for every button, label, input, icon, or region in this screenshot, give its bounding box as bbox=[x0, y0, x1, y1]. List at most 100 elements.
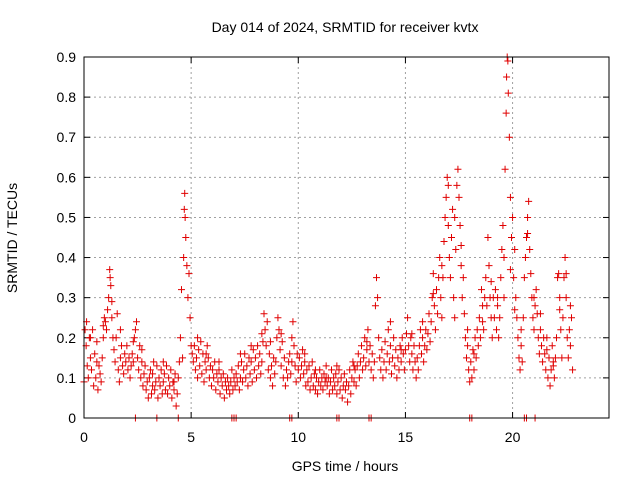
data-point bbox=[516, 366, 524, 374]
data-point bbox=[556, 294, 564, 302]
data-point bbox=[513, 314, 521, 322]
data-point bbox=[196, 362, 204, 370]
data-point bbox=[145, 374, 153, 382]
data-point bbox=[289, 318, 297, 326]
data-point bbox=[554, 274, 562, 282]
data-point bbox=[568, 314, 575, 322]
y-tick-label: 0.2 bbox=[57, 330, 77, 346]
data-point bbox=[170, 378, 178, 386]
data-point bbox=[464, 326, 472, 334]
data-point bbox=[461, 334, 469, 342]
data-point bbox=[558, 354, 566, 362]
data-point bbox=[459, 274, 467, 282]
data-point bbox=[197, 338, 205, 346]
data-point bbox=[175, 358, 183, 366]
data-point bbox=[271, 370, 279, 378]
data-point bbox=[421, 342, 429, 350]
data-point bbox=[360, 354, 368, 362]
data-point bbox=[269, 382, 277, 390]
data-point bbox=[133, 318, 140, 326]
data-point bbox=[180, 254, 188, 262]
data-point bbox=[386, 318, 394, 326]
data-point bbox=[160, 370, 168, 378]
data-point bbox=[548, 342, 556, 350]
y-tick-label: 0.9 bbox=[57, 49, 77, 65]
data-point bbox=[426, 338, 434, 346]
data-point bbox=[319, 386, 327, 394]
data-point bbox=[464, 342, 472, 350]
data-point bbox=[373, 274, 380, 282]
data-point bbox=[181, 189, 189, 197]
data-point bbox=[397, 346, 405, 354]
data-point bbox=[173, 390, 181, 398]
data-point bbox=[391, 362, 399, 370]
data-point bbox=[136, 342, 144, 350]
data-point bbox=[470, 350, 478, 358]
data-point bbox=[482, 274, 490, 282]
data-point bbox=[468, 374, 476, 382]
x-tick-label: 5 bbox=[187, 429, 195, 445]
data-point bbox=[531, 302, 539, 310]
data-point bbox=[333, 362, 341, 370]
data-point bbox=[520, 274, 528, 282]
data-point bbox=[106, 274, 114, 282]
data-point bbox=[396, 342, 404, 350]
data-point bbox=[411, 358, 419, 366]
data-point bbox=[334, 378, 342, 386]
data-point bbox=[180, 205, 188, 213]
data-point bbox=[193, 354, 200, 362]
data-point bbox=[214, 378, 222, 386]
data-point bbox=[273, 334, 281, 342]
data-point bbox=[354, 350, 362, 358]
data-point bbox=[506, 266, 514, 274]
data-point bbox=[376, 354, 384, 362]
data-point bbox=[487, 278, 495, 286]
data-point bbox=[543, 346, 551, 354]
data-point bbox=[163, 362, 170, 370]
data-point bbox=[499, 221, 507, 229]
data-point bbox=[333, 390, 341, 398]
data-point bbox=[254, 342, 262, 350]
data-point bbox=[337, 374, 345, 382]
data-point bbox=[541, 350, 549, 358]
data-point bbox=[248, 378, 256, 386]
data-point bbox=[287, 370, 295, 378]
data-point bbox=[231, 382, 239, 390]
data-point bbox=[356, 358, 364, 366]
data-point bbox=[556, 306, 564, 314]
data-point bbox=[453, 181, 461, 189]
data-point bbox=[473, 326, 481, 334]
data-point bbox=[296, 374, 304, 382]
data-point bbox=[261, 326, 269, 334]
data-point bbox=[93, 338, 101, 346]
data-point bbox=[560, 274, 568, 282]
data-point bbox=[262, 342, 270, 350]
data-point bbox=[503, 73, 511, 81]
data-point bbox=[388, 370, 395, 378]
data-point bbox=[382, 366, 390, 374]
data-point bbox=[438, 314, 446, 322]
data-point bbox=[239, 378, 247, 386]
data-point bbox=[266, 374, 274, 382]
data-point bbox=[491, 286, 499, 294]
data-point bbox=[495, 334, 503, 342]
data-point bbox=[457, 262, 465, 270]
y-tick-label: 0.4 bbox=[57, 250, 77, 266]
data-point bbox=[562, 270, 570, 278]
data-point bbox=[188, 350, 196, 358]
data-point bbox=[179, 354, 187, 362]
data-point bbox=[363, 346, 371, 354]
data-point bbox=[101, 318, 109, 326]
data-point bbox=[500, 254, 508, 262]
data-point bbox=[119, 362, 127, 370]
data-point bbox=[536, 310, 544, 318]
data-point bbox=[425, 310, 433, 318]
data-point bbox=[344, 398, 352, 406]
data-point bbox=[445, 254, 453, 262]
data-point bbox=[352, 382, 360, 390]
data-point bbox=[260, 310, 268, 318]
data-point bbox=[361, 334, 369, 342]
data-point bbox=[131, 326, 139, 334]
data-point bbox=[225, 382, 233, 390]
data-point bbox=[263, 318, 271, 326]
